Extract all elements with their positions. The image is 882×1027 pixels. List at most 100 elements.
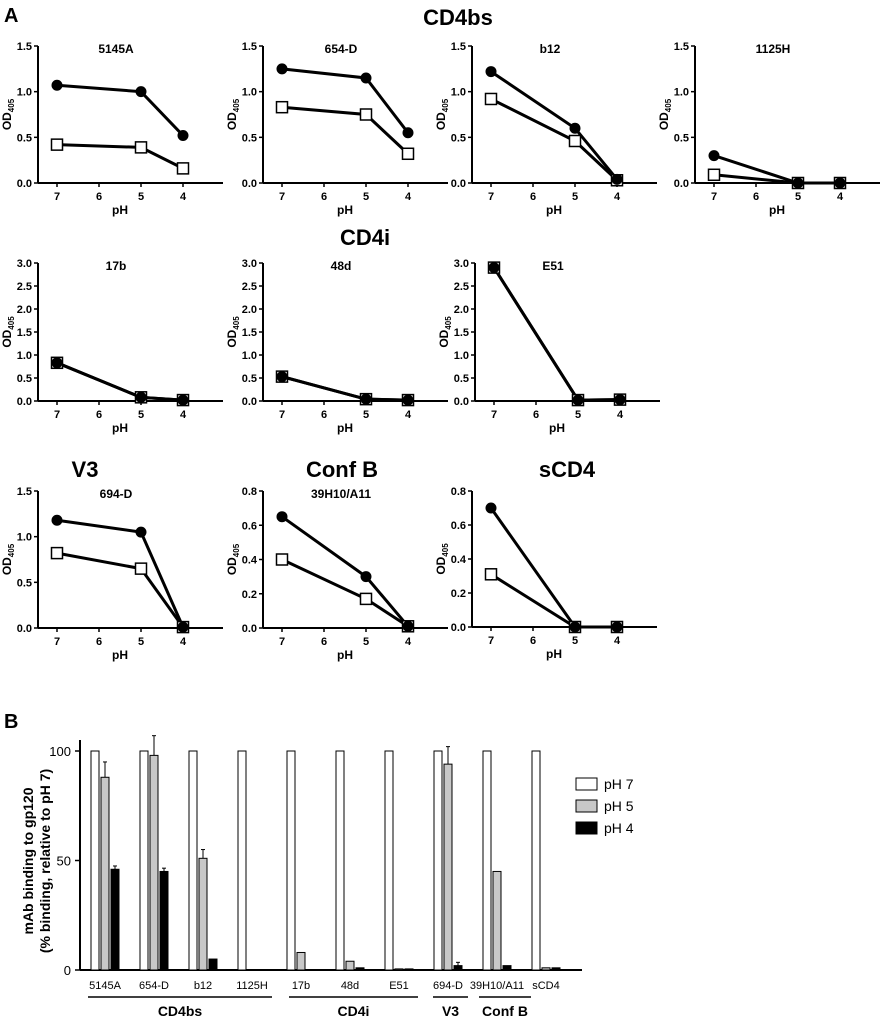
y-tick-label: 1.5: [674, 41, 689, 53]
data-point-filled: [485, 66, 497, 78]
data-point-filled: [614, 394, 626, 406]
y-tick-label: 0.0: [242, 623, 257, 635]
y-tick-label: 1.5: [17, 486, 32, 498]
bar-ph5: [394, 968, 404, 971]
bar-ph5: [198, 857, 208, 971]
line-chart-2: 0.0 0.5 1.0 1.5 7 6 5 4 pH OD405 654-D: [225, 41, 448, 217]
line-chart-9: 0.0 0.2 0.4 0.6 0.8 7 6 5 4 pH OD405 39H10/A11: [225, 486, 448, 662]
y-axis-label: OD405: [225, 98, 241, 130]
y-tick-label: 2.5: [454, 281, 469, 293]
bar-category-label: 654-D: [139, 980, 169, 992]
x-tick-label: 7: [279, 636, 285, 648]
bar-ph5: [100, 776, 110, 971]
x-tick-label: 7: [54, 636, 60, 648]
bar-ph4: [208, 958, 218, 971]
x-tick-label: 5: [572, 635, 578, 647]
bar-ph4: [404, 968, 414, 971]
x-axis-label: pH: [112, 421, 128, 435]
line-chart-5: 0.0 0.5 1.0 1.5 2.0 2.5 3.0 7 6 5 4 pH OD405 17b: [0, 258, 223, 435]
bar-ph5: [345, 960, 355, 971]
series-line: [281, 375, 409, 402]
line-panels: 0.0 0.5 1.0 1.5 7 6 5 4 pH OD405 5145A 0.0 0.5 1.0 1.5…: [0, 41, 880, 662]
line-chart-7: 0.0 0.5 1.0 1.5 2.0 2.5 3.0 7 6 5 4 pH OD405 E51: [437, 258, 660, 435]
group-label: CD4i: [338, 1003, 370, 1019]
bar-ph4: [110, 868, 120, 971]
bar-panel: 0 50 100 mAb binding to gp120(% binding, re…: [20, 735, 634, 1019]
data-point-open: [275, 100, 289, 114]
data-point-filled: [135, 526, 147, 538]
y-tick-label: 0.0: [454, 396, 469, 408]
chart-title: 5145A: [98, 42, 134, 56]
data-point-filled: [708, 150, 720, 162]
bar-category-label: b12: [194, 980, 212, 992]
y-tick-label: 0.5: [17, 577, 32, 589]
x-tick-label: 4: [614, 635, 621, 647]
legend-swatch: [575, 777, 598, 791]
bar-ph5: [541, 967, 551, 971]
y-tick-label: 0.5: [17, 132, 32, 144]
data-point-filled: [488, 262, 500, 274]
legend-swatch: [575, 799, 598, 813]
series-line: [281, 558, 409, 628]
x-tick-label: 6: [530, 635, 536, 647]
y-tick-label: 1.5: [242, 327, 257, 339]
y-tick-label: 0.0: [451, 178, 466, 190]
data-point-filled: [276, 511, 288, 523]
data-point-filled: [51, 357, 63, 369]
y-axis-label: OD405: [434, 543, 450, 575]
x-tick-label: 4: [837, 191, 844, 203]
x-tick-label: 5: [138, 636, 144, 648]
x-tick-label: 4: [405, 409, 412, 421]
series-line: [490, 573, 617, 629]
bar-category-label: E51: [389, 980, 409, 992]
data-point-open: [401, 147, 415, 161]
x-tick-label: 7: [54, 191, 60, 203]
data-point-open: [484, 568, 498, 581]
data-point-open: [359, 108, 373, 121]
x-tick-label: 6: [321, 636, 327, 648]
x-tick-label: 5: [572, 191, 578, 203]
data-point-filled: [611, 173, 623, 185]
x-tick-label: 5: [363, 191, 369, 203]
series-line: [56, 361, 184, 402]
y-tick-label: 0.4: [242, 555, 258, 567]
x-tick-label: 5: [363, 636, 369, 648]
x-tick-label: 4: [180, 191, 187, 203]
bar-ph7: [139, 750, 149, 971]
y-tick-label: 1.5: [242, 41, 257, 53]
series-line: [492, 266, 621, 402]
line-chart-10: 0.0 0.2 0.4 0.6 0.8 7 6 5 4 pH OD405: [434, 486, 657, 661]
series-line: [490, 97, 619, 182]
series-line: [56, 361, 184, 402]
panel-label-a: A: [4, 5, 18, 27]
data-point-filled: [51, 514, 63, 526]
y-tick-label: 3.0: [17, 258, 32, 270]
data-point-open: [568, 134, 582, 148]
line-chart-3: 0.0 0.5 1.0 1.5 7 6 5 4 pH OD405 b12: [434, 41, 657, 217]
data-point-filled: [569, 621, 581, 633]
x-tick-label: 5: [138, 191, 144, 203]
bar-ph7: [384, 750, 394, 971]
bar-ph5: [149, 754, 159, 971]
bar-ph7: [433, 750, 443, 971]
data-point-filled: [135, 86, 147, 98]
y-tick-label: 0.5: [454, 373, 469, 385]
bar-category-label: 5145A: [89, 980, 121, 992]
series-line: [56, 518, 185, 628]
line-chart-6: 0.0 0.5 1.0 1.5 2.0 2.5 3.0 7 6 5 4 pH OD405 48d: [225, 258, 448, 435]
bar-category-label: 1125H: [236, 980, 268, 992]
x-tick-label: 4: [180, 636, 187, 648]
bar-y-tick-label: 100: [49, 744, 71, 759]
legend-label: pH 7: [604, 776, 634, 792]
y-tick-label: 2.5: [242, 281, 257, 293]
y-tick-label: 1.0: [17, 87, 32, 99]
data-point-open: [359, 592, 373, 606]
y-tick-label: 1.0: [674, 87, 689, 99]
bar-category-label: sCD4: [532, 980, 560, 992]
x-axis-label: pH: [337, 203, 353, 217]
line-chart-1: 0.0 0.5 1.0 1.5 7 6 5 4 pH OD405 5145A: [0, 41, 223, 217]
y-axis-label: OD405: [437, 316, 453, 348]
x-tick-label: 4: [180, 409, 187, 421]
x-tick-label: 7: [711, 191, 717, 203]
y-tick-label: 2.0: [242, 304, 257, 316]
